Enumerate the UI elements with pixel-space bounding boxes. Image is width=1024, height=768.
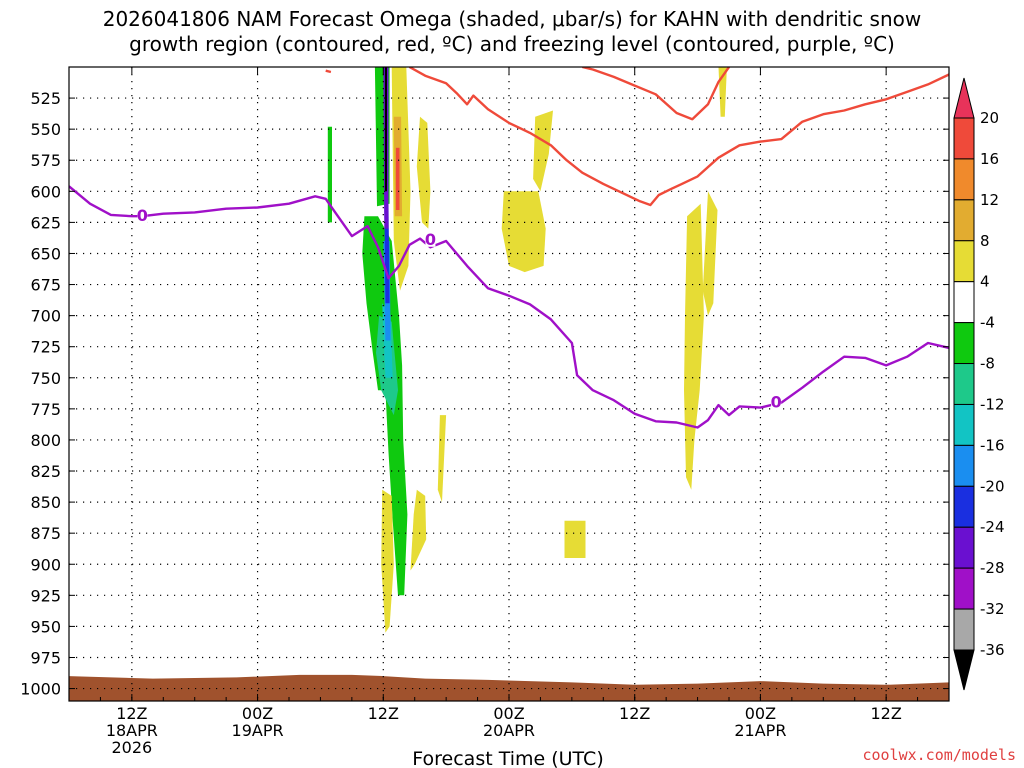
dgz-contour-1 <box>408 67 949 207</box>
contour-label-bg <box>137 209 148 224</box>
x-tick-label: 2026 <box>111 738 152 757</box>
colorbar-label: 8 <box>980 232 990 250</box>
y-tick-label: 725 <box>30 338 61 357</box>
omega-region-yellow-low-2 <box>410 489 427 571</box>
y-tick-label: 950 <box>30 617 61 636</box>
y-tick-label: 800 <box>30 431 61 450</box>
contour-label-bg <box>425 232 436 247</box>
freezing-level-line <box>69 185 949 429</box>
x-tick-label: 12Z <box>368 704 399 723</box>
y-tick-label: 825 <box>30 462 61 481</box>
y-tick-label: 575 <box>30 151 61 170</box>
dgz-contour-2 <box>582 67 730 121</box>
colorbar-label: 16 <box>980 150 999 168</box>
omega-region-yellow-right-column <box>684 203 704 490</box>
colorbar-segment <box>953 363 975 405</box>
omega-region-yellow-low-1 <box>381 489 394 633</box>
colorbar: 20 16 12 8 4 -4 -8 -12 -16 -20 -24 -28 -32 -36 <box>953 77 1005 691</box>
omega-region-yellow-mid-block <box>501 191 546 273</box>
colorbar-label: -16 <box>980 436 1005 454</box>
omega-region-black-core <box>384 67 387 192</box>
x-axis-title: Forecast Time (UTC) <box>412 748 603 768</box>
plot-area <box>69 67 949 701</box>
x-tick-label: 19APR <box>232 721 284 740</box>
surface-terrain <box>69 674 949 701</box>
chart-title-line2: growth region (contoured, red, ºC) and f… <box>129 32 895 56</box>
x-tick-label: 21APR <box>734 721 786 740</box>
omega-region-green-left-strip <box>327 126 332 223</box>
y-tick-label: 675 <box>30 276 61 295</box>
x-tick-label: 12Z <box>870 704 901 723</box>
y-tick-label: 775 <box>30 400 61 419</box>
x-tick-label: 00Z <box>242 704 273 723</box>
colorbar-segment <box>953 199 975 242</box>
colorbar-label: -20 <box>980 477 1005 495</box>
colorbar-segment <box>953 322 975 365</box>
y-tick-label: 650 <box>30 244 61 263</box>
colorbar-label: -8 <box>980 355 995 373</box>
colorbar-label: -12 <box>980 395 1005 413</box>
freezing-level-label: 0 <box>425 230 436 249</box>
colorbar-top-arrow <box>953 77 975 119</box>
y-tick-label: 900 <box>30 555 61 574</box>
y-tick-label: 1000 <box>20 680 61 699</box>
y-tick-label: 525 <box>30 89 61 108</box>
colorbar-segment <box>953 567 975 610</box>
x-tick-label: 12Z <box>619 704 650 723</box>
colorbar-label: -4 <box>980 314 995 332</box>
chart-title-line1: 2026041806 NAM Forecast Omega (shaded, μ… <box>103 7 922 31</box>
omega-region-yellow-low-3 <box>437 415 447 503</box>
freezing-level-label: 0 <box>137 206 148 225</box>
colorbar-segment <box>953 240 975 283</box>
y-tick-label: 975 <box>30 648 61 667</box>
colorbar-label: -28 <box>980 559 1005 577</box>
x-tick-label: 20APR <box>483 721 535 740</box>
credit-link[interactable]: coolwx.com/models <box>862 746 1016 764</box>
y-tick-label: 850 <box>30 493 61 512</box>
colorbar-segment <box>953 117 975 160</box>
colorbar-bottom-arrow <box>953 649 975 691</box>
x-tick-label: 00Z <box>493 704 524 723</box>
colorbar-segment <box>953 158 975 201</box>
colorbar-segment <box>953 485 975 528</box>
colorbar-segment <box>953 608 975 651</box>
x-tick-label: 12Z <box>116 704 147 723</box>
y-tick-label: 750 <box>30 369 61 388</box>
dgz-contour-0 <box>325 69 332 74</box>
y-tick-label: 550 <box>30 120 61 139</box>
colorbar-label: -36 <box>980 641 1005 659</box>
colorbar-segment <box>953 526 975 569</box>
omega-region-red-dgz-column <box>395 147 400 210</box>
colorbar-label: -32 <box>980 600 1005 618</box>
colorbar-segment <box>953 444 975 487</box>
colorbar-label: 12 <box>980 191 999 209</box>
x-tick-label: 18APR <box>106 721 158 740</box>
omega-region-yellow-right-block <box>702 191 718 316</box>
y-tick-label: 925 <box>30 586 61 605</box>
contour-label-bg <box>771 395 782 410</box>
y-tick-label: 700 <box>30 307 61 326</box>
x-tick-label: 00Z <box>745 704 776 723</box>
omega-region-yellow-low-4 <box>564 520 586 558</box>
colorbar-segment <box>953 403 975 446</box>
plot-frame <box>68 66 950 702</box>
freezing-level-label: 0 <box>771 393 782 412</box>
colorbar-label: 4 <box>980 273 990 291</box>
colorbar-label: -24 <box>980 518 1005 536</box>
omega-region-yellow-mid-diag <box>533 110 553 192</box>
y-tick-label: 600 <box>30 182 61 201</box>
omega-region-yellow-mid-left <box>416 116 431 229</box>
omega-region-green-core <box>362 216 408 596</box>
colorbar-segment <box>953 281 975 324</box>
colorbar-label: 20 <box>980 109 999 127</box>
y-tick-label: 875 <box>30 524 61 543</box>
y-tick-label: 625 <box>30 213 61 232</box>
